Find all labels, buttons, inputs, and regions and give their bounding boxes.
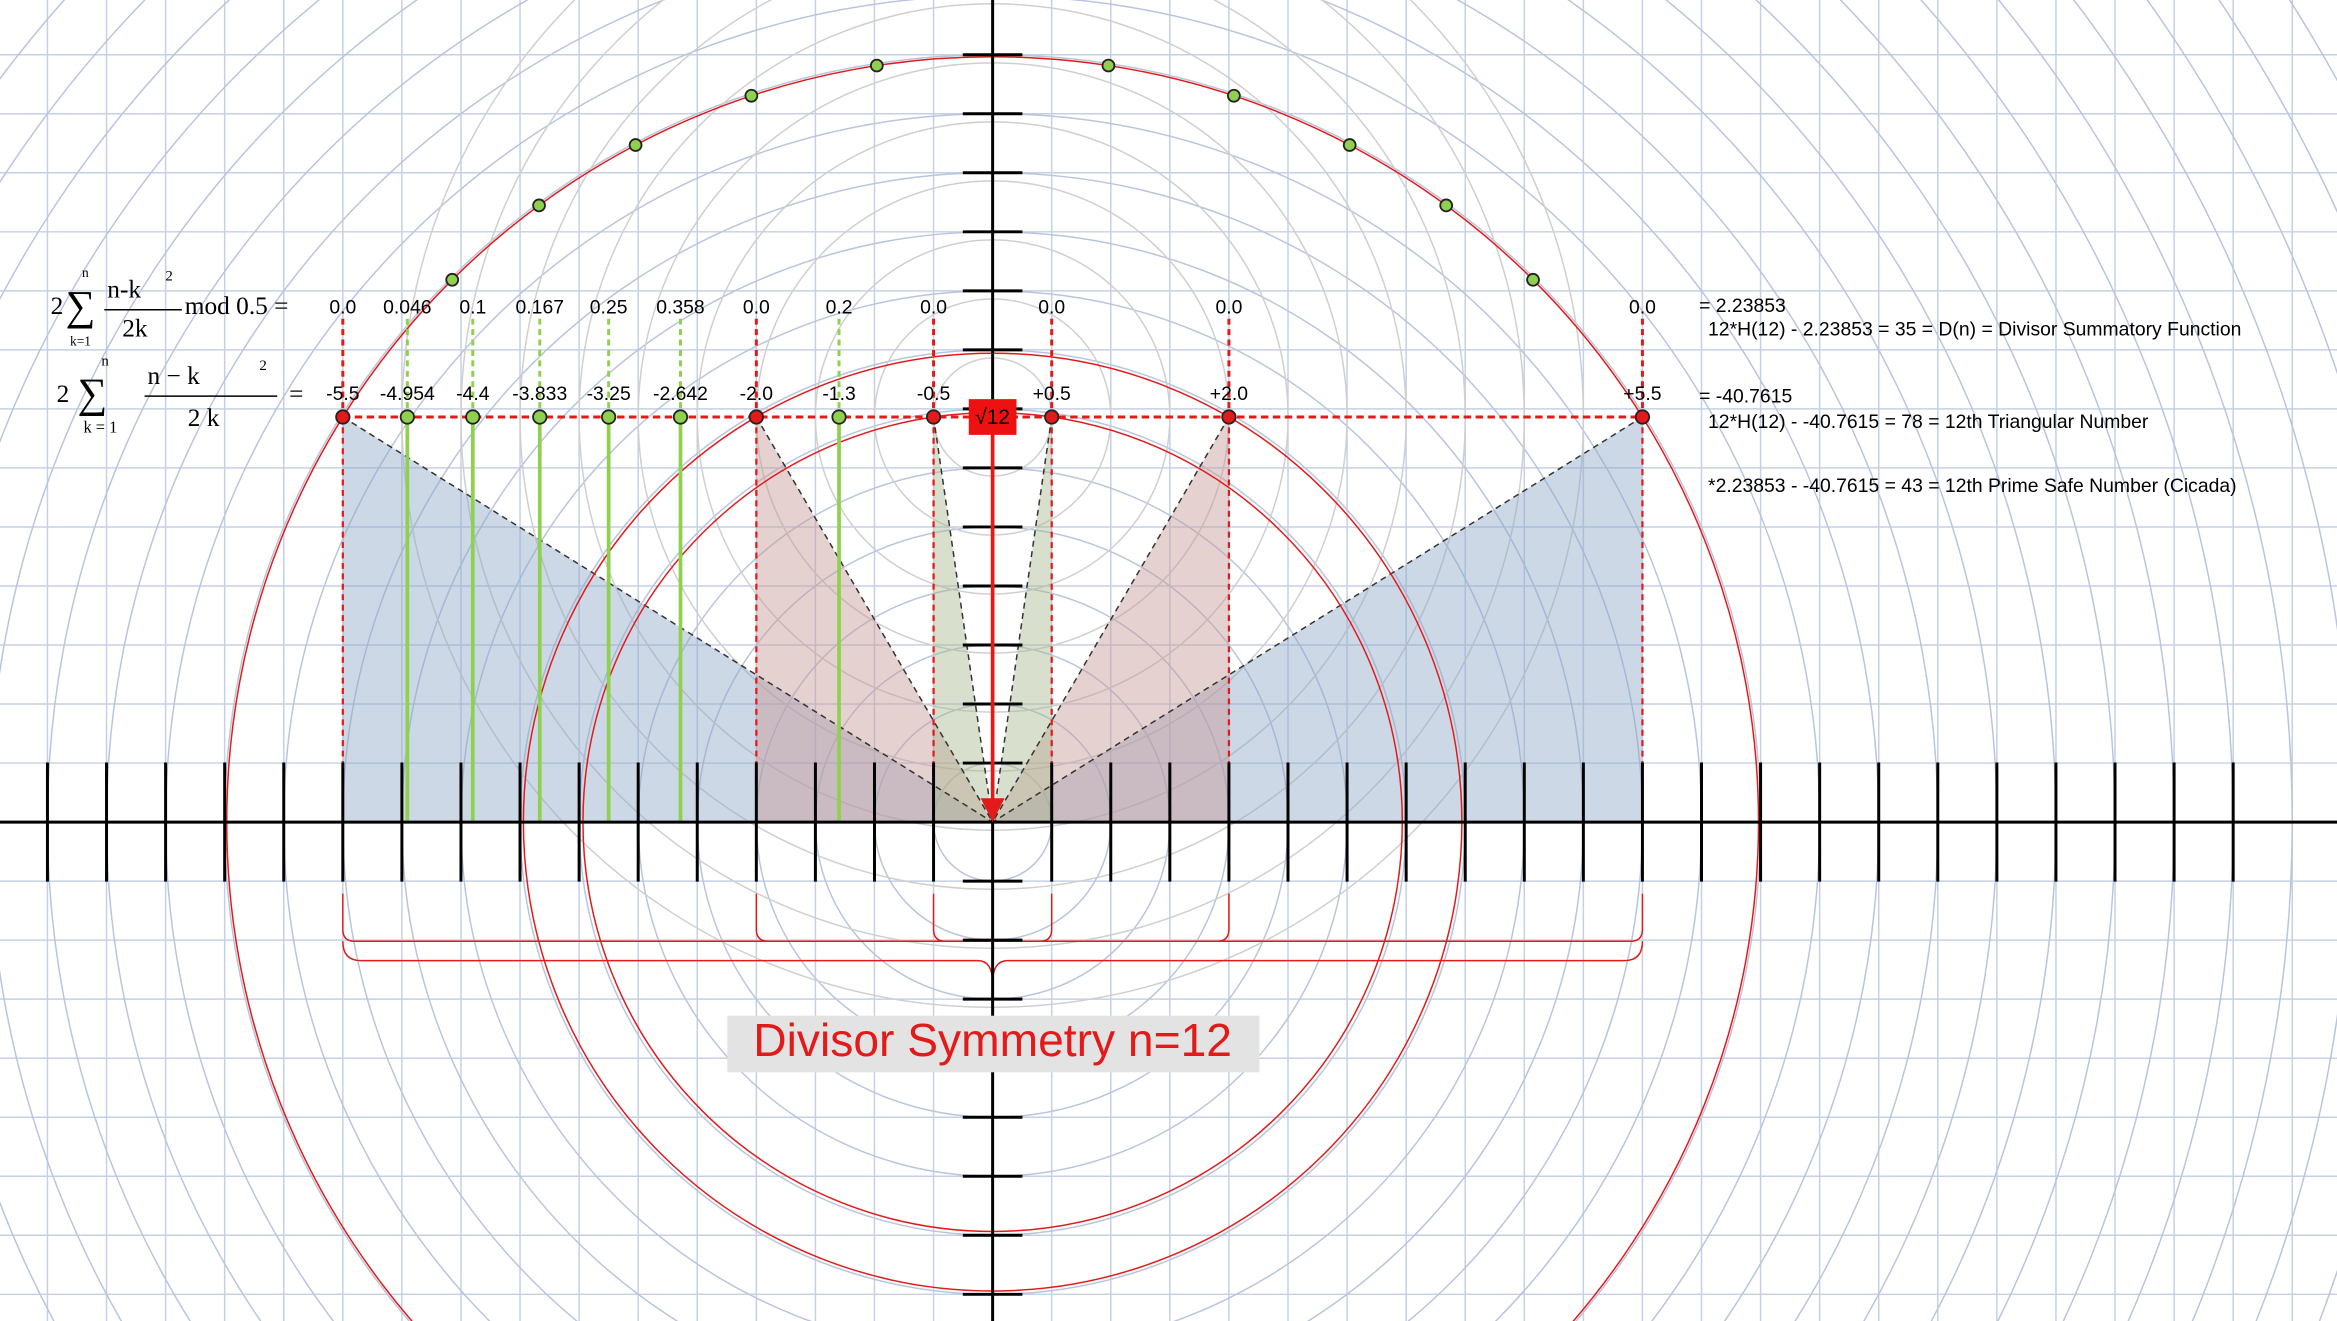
formula-denominator: 2k (122, 314, 148, 342)
note: 12*H(12) - 2.23853 = 35 = D(n) = Divisor… (1708, 319, 2241, 341)
green-point (532, 198, 546, 213)
formula-denominator: 2 k (188, 404, 220, 432)
position-label: +5.5 (1623, 383, 1661, 405)
green-point (601, 409, 617, 425)
notes: = 2.23853 12*H(12) - 2.23853 = 35 = D(n)… (1699, 295, 2241, 497)
green-point (399, 409, 415, 425)
mod-label: 0.2 (826, 296, 853, 318)
formula-coefficient: 2 (57, 380, 70, 408)
formula-sum: ∑ (78, 371, 108, 417)
note: = -40.7615 (1699, 386, 1792, 408)
red-point (335, 409, 351, 425)
green-point (1227, 88, 1241, 103)
labels: 0.0 -5.5 0.046 -4.954 0.1 -4.4 0.167 -3.833 0.25… (326, 296, 1662, 425)
formula-suffix: mod 0.5 = (185, 292, 289, 320)
position-label: -2.0 (740, 383, 774, 405)
arrow-head (980, 798, 1005, 823)
formula-exponent: 2 (165, 268, 172, 284)
formula-numerator: n − k (148, 362, 201, 390)
note: = 2.23853 (1699, 295, 1786, 317)
red-point (1634, 409, 1651, 425)
title: Divisor Symmetry n=12 (753, 1014, 1232, 1066)
formula-sum: ∑ (66, 283, 96, 329)
mod-label: 0.0 (1038, 296, 1065, 318)
dashed-edge (991, 416, 1053, 823)
dashed-edge (342, 416, 994, 823)
green-point (1439, 198, 1454, 213)
dashed-edge (755, 416, 994, 823)
mod-label: 0.0 (329, 296, 356, 318)
green-point (869, 58, 884, 73)
green-point (744, 88, 759, 103)
mod-label: 0.1 (459, 296, 486, 318)
red-point (925, 409, 942, 425)
position-label: -4.954 (380, 383, 435, 405)
dashed-edge (991, 416, 1230, 823)
position-label: -5.5 (326, 383, 359, 405)
green-point (1526, 272, 1540, 287)
root-label: √12 (975, 406, 1010, 429)
formula-coefficient: 2 (51, 292, 64, 320)
position-label: -2.642 (653, 383, 708, 405)
formula-numerator: n-k (107, 276, 141, 304)
green-point (672, 409, 689, 425)
formula-sum: 2 ∑ n k = 1 n − k 2 2 k = (57, 353, 304, 436)
root-box (968, 399, 1017, 435)
mod-label: 0.0 (920, 296, 947, 318)
note: 12*H(12) - -40.7615 = 78 = 12th Triangul… (1708, 411, 2149, 433)
formula-upper: n (101, 353, 109, 369)
position-label: +0.5 (1033, 383, 1071, 405)
position-label: -4.4 (456, 383, 490, 405)
formula-mod: 2 ∑ n k=1 n-k 2 2k mod 0.5 = (51, 265, 289, 349)
grid-circle (0, 0, 2116, 1321)
mod-label: 0.0 (1215, 296, 1242, 318)
green-point (628, 138, 643, 152)
mod-label: 0.167 (516, 296, 564, 318)
formula-lower: k = 1 (83, 418, 117, 437)
green-point (465, 409, 481, 425)
position-label: +2.0 (1210, 383, 1248, 405)
green-point (1342, 138, 1357, 152)
formula-upper: n (82, 265, 89, 280)
note: *2.23853 - -40.7615 = 43 = 12th Prime Sa… (1708, 475, 2237, 497)
dashed-edge (992, 416, 1643, 823)
formula-lower: k=1 (70, 334, 91, 349)
mod-label: 0.358 (656, 296, 704, 318)
red-point (748, 409, 764, 425)
position-label: -1.3 (822, 383, 855, 405)
green-point (831, 409, 847, 425)
dashed-edge (932, 416, 994, 823)
position-label: -0.5 (917, 383, 950, 405)
mod-label: 0.046 (383, 296, 431, 318)
mod-label: 0.25 (590, 296, 628, 318)
title-box (727, 1015, 1260, 1073)
shapes (226, 56, 1760, 1321)
green-point (532, 409, 548, 425)
green-point (1101, 58, 1116, 73)
mod-label: 0.0 (743, 296, 770, 318)
position-label: -3.833 (512, 383, 567, 405)
formula-suffix: = (289, 380, 303, 408)
red-point (1221, 409, 1237, 425)
green-point (445, 272, 460, 287)
formula-exponent: 2 (259, 358, 266, 374)
red-point (1044, 409, 1060, 425)
mod-label: 0.0 (1629, 296, 1656, 318)
position-label: -3.25 (587, 383, 631, 405)
